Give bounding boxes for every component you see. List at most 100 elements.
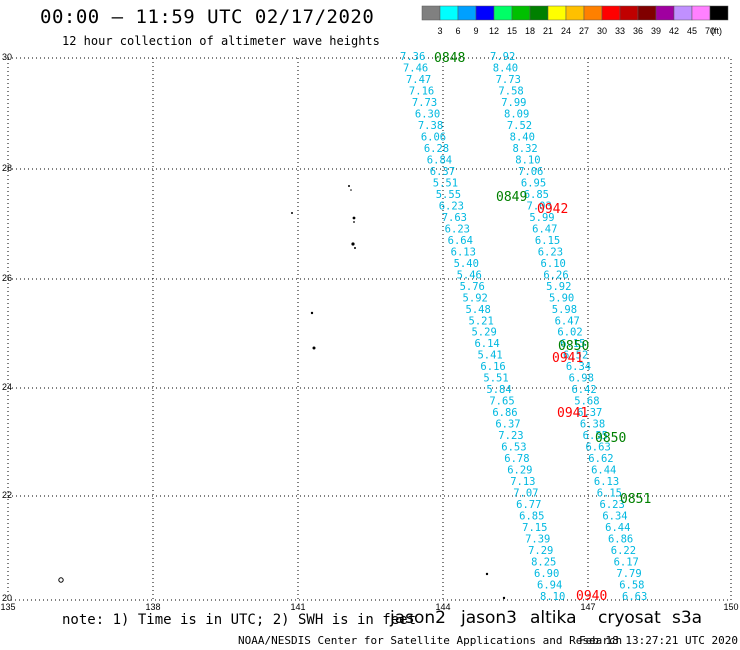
swh-track-b: 7.928.407.737.587.998.097.528.408.328.10… — [490, 51, 647, 603]
pass-time-label: 0941 — [552, 351, 583, 366]
colorbar-swatches — [421, 5, 729, 21]
swh-value: 6.42 — [571, 384, 596, 396]
swh-value: 7.58 — [498, 85, 523, 97]
swh-value: 5.41 — [477, 350, 502, 362]
swh-value: 7.38 — [418, 120, 443, 132]
pass-time-label: 0848 — [434, 51, 465, 66]
swh-value: 6.53 — [501, 442, 526, 454]
swh-value: 7.73 — [496, 74, 521, 86]
island — [351, 242, 355, 246]
swh-value: 6.77 — [516, 499, 541, 511]
swh-value: 6.62 — [588, 453, 613, 465]
swh-value: 6.37 — [430, 166, 455, 178]
swh-value: 8.40 — [510, 131, 535, 143]
longitude-label: 147 — [580, 602, 595, 612]
swh-value: 5.92 — [546, 281, 571, 293]
legend-jason2: jason2 — [390, 608, 446, 628]
swh-value: 5.98 — [552, 304, 577, 316]
swh-value: 6.58 — [619, 580, 644, 592]
swh-value: 6.86 — [608, 534, 633, 546]
swh-value: 7.63 — [442, 212, 467, 224]
pass-time-label: 0849 — [496, 190, 527, 205]
swh-value: 7.15 — [522, 522, 547, 534]
longitude-label: 150 — [723, 602, 738, 612]
latitude-label: 22 — [2, 490, 12, 500]
swh-value: 6.38 — [580, 419, 605, 431]
pass-time-label: 0850 — [558, 339, 589, 354]
colorbar-tick-label: 42 — [669, 26, 679, 36]
swh-value: 6.06 — [421, 131, 446, 143]
map-title: 00:00 – 11:59 UTC 02/17/2020 — [40, 6, 375, 28]
swh-value: 5.76 — [460, 281, 485, 293]
island — [485, 572, 489, 576]
swh-value: 5.51 — [433, 177, 458, 189]
pass-time-label: 0941 — [557, 406, 588, 421]
swh-value: 5.55 — [436, 189, 461, 201]
swh-value: 6.86 — [492, 407, 517, 419]
swh-value: 6.37 — [495, 419, 520, 431]
swh-value: 6.85 — [519, 511, 544, 523]
colorbar-tick-label: 33 — [615, 26, 625, 36]
latitude-label: 20 — [2, 593, 12, 603]
colorbar-tick-label: 30 — [597, 26, 607, 36]
swh-value: 7.73 — [412, 97, 437, 109]
swh-value: 6.14 — [474, 338, 499, 350]
latitude-label: 24 — [2, 382, 12, 392]
colorbar-tick-label: 18 — [525, 26, 535, 36]
swh-value: 5.99 — [529, 212, 554, 224]
swh-value: 7.92 — [490, 51, 515, 63]
colorbar-tick-label: 3 — [437, 26, 442, 36]
colorbar-tick-label: 12 — [489, 26, 499, 36]
map-subtitle: 12 hour collection of altimeter wave hei… — [62, 34, 380, 48]
swh-value: 6.84 — [427, 154, 452, 166]
swh-value: 8.10 — [515, 154, 540, 166]
swh-value: 6.47 — [532, 223, 557, 235]
swh-value: 6.78 — [504, 453, 529, 465]
swh-value: 7.07 — [513, 488, 538, 500]
island — [310, 311, 314, 315]
latitude-label: 30 — [2, 52, 12, 62]
swh-value: 6.29 — [507, 465, 532, 477]
pass-time-label: 0851 — [620, 492, 651, 507]
swh-value: 6.34 — [566, 361, 591, 373]
pass-time-label: 0942 — [537, 202, 568, 217]
swh-value: 7.36 — [400, 51, 425, 63]
legend-altika: altika — [530, 608, 577, 628]
island — [291, 212, 293, 214]
swh-value: 6.22 — [611, 545, 636, 557]
swh-value: 5.68 — [574, 396, 599, 408]
swh-value: 6.64 — [448, 235, 473, 247]
swh-value: 5.29 — [471, 327, 496, 339]
swh-value: 6.13 — [451, 246, 476, 258]
swh-value: 8.10 — [540, 591, 565, 603]
swh-value: 7.29 — [528, 545, 553, 557]
islands — [58, 185, 506, 600]
swh-value: 7.99 — [501, 97, 526, 109]
swh-value: 6.85 — [524, 189, 549, 201]
swh-value: 8.32 — [512, 143, 537, 155]
swh-value: 6.44 — [605, 522, 630, 534]
lat-lon-grid — [7, 57, 732, 601]
swh-value: 5.51 — [483, 373, 508, 385]
island — [352, 216, 356, 220]
swh-value: 6.52 — [563, 350, 588, 362]
legend-jason3: jason3 — [461, 608, 517, 628]
swh-value: 6.02 — [557, 327, 582, 339]
swh-value: 6.13 — [594, 476, 619, 488]
swh-track-a: 7.367.467.477.167.736.307.386.066.286.84… — [400, 51, 565, 603]
swh-value: 5.46 — [457, 269, 482, 281]
swh-value: 8.40 — [493, 62, 518, 74]
swh-value: 7.52 — [507, 120, 532, 132]
colorbar-ticks: 3 6 9 12 15 18 21 24 27 30 33 36 39 42 45 70 — [437, 26, 715, 36]
swh-value: 6.55 — [583, 430, 608, 442]
swh-value: 6.28 — [424, 143, 449, 155]
swh-value: 7.13 — [510, 476, 535, 488]
swh-value: 8.25 — [531, 557, 556, 569]
swh-value: 7.47 — [406, 74, 431, 86]
swh-value: 6.15 — [560, 338, 585, 350]
swh-value: 6.15 — [597, 488, 622, 500]
island — [350, 189, 352, 191]
